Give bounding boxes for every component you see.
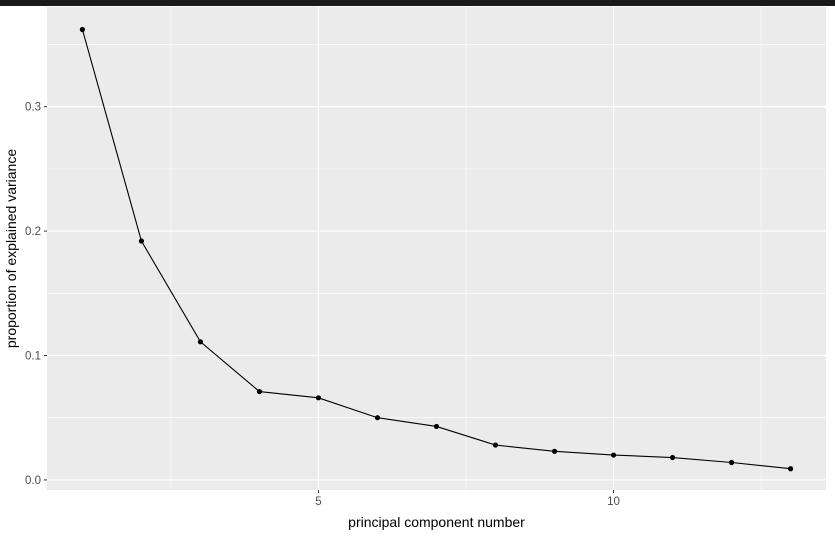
data-point bbox=[374, 415, 381, 421]
data-point bbox=[79, 26, 86, 33]
data-point bbox=[728, 459, 735, 466]
data-point bbox=[787, 466, 794, 472]
y-axis-title: proportion of explained variance bbox=[3, 149, 19, 348]
data-point bbox=[315, 395, 322, 401]
x-tick-label: 10 bbox=[607, 496, 620, 508]
data-point bbox=[197, 339, 204, 345]
data-point bbox=[256, 388, 263, 395]
y-tick-label: 0.1 bbox=[25, 351, 41, 363]
major-gridlines bbox=[47, 7, 826, 490]
axis-ticks bbox=[44, 106, 615, 493]
data-point bbox=[433, 423, 440, 430]
plot-panel bbox=[47, 7, 826, 490]
data-point bbox=[138, 238, 145, 244]
x-axis-title: principal component number bbox=[348, 514, 525, 530]
x-axis-tick-labels: 5 10 bbox=[315, 496, 620, 508]
y-tick-label: 0.0 bbox=[25, 475, 41, 487]
y-tick-label: 0.2 bbox=[25, 226, 41, 238]
data-point bbox=[610, 452, 617, 458]
x-tick-label: 5 bbox=[315, 496, 321, 508]
data-points bbox=[79, 26, 794, 472]
y-tick-label: 0.3 bbox=[25, 102, 41, 114]
minor-gridlines bbox=[47, 7, 826, 490]
data-point bbox=[551, 448, 558, 454]
data-point bbox=[492, 442, 499, 448]
window-top-border bbox=[0, 0, 835, 6]
y-axis-tick-labels: 0.0 0.1 0.2 0.3 bbox=[25, 102, 41, 487]
data-point bbox=[669, 454, 676, 461]
